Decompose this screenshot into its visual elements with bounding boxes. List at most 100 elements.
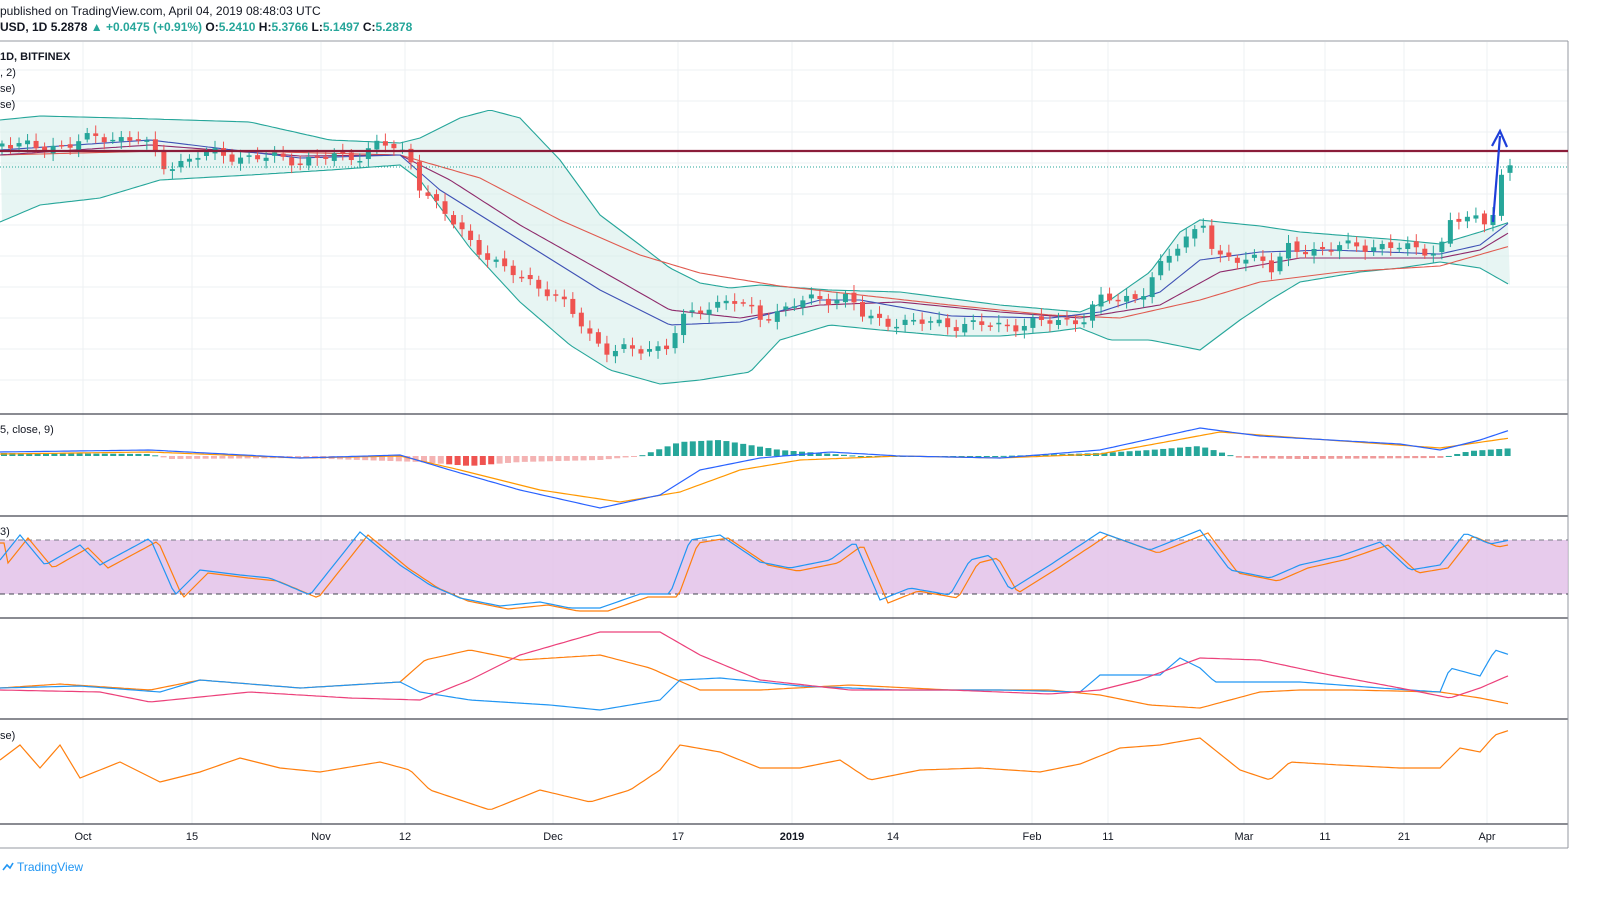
macd-histogram-bar (1151, 449, 1158, 456)
grid (0, 42, 1568, 824)
candle-body (859, 302, 865, 317)
x-tick-label: Feb (1023, 831, 1042, 843)
candle-body (1115, 299, 1121, 302)
macd-label: 5, close, 9) (0, 424, 54, 436)
candle-body (1430, 253, 1436, 256)
tradingview-logo[interactable]: TradingView (2, 860, 83, 874)
macd-histogram-bar (790, 451, 797, 456)
x-tick-label: 11 (1102, 831, 1113, 843)
macd-histogram-bar (1210, 450, 1217, 456)
candle-body (1226, 252, 1232, 257)
macd-histogram-bar (395, 456, 402, 462)
macd-histogram-bar (143, 453, 150, 456)
candle-body (681, 313, 687, 336)
macd-histogram-bar (1496, 449, 1503, 456)
macd-histogram-bar (110, 453, 117, 456)
candle-body (323, 156, 329, 159)
candle-body (451, 215, 457, 225)
macd-histogram-bar (639, 455, 646, 457)
candle-body (238, 157, 244, 164)
candle-body (135, 139, 141, 141)
macd-histogram-bar (387, 456, 394, 462)
candle-body (1200, 225, 1206, 228)
main-price-pane[interactable] (0, 109, 1568, 385)
stochastic-pane[interactable] (0, 529, 1568, 612)
candle-body (365, 148, 371, 160)
macd-histogram-bar (1168, 448, 1175, 456)
macd-histogram-bar (1319, 456, 1326, 459)
macd-histogram-bar (219, 456, 226, 459)
candle-body (1277, 256, 1283, 272)
macd-histogram-bar (1118, 451, 1125, 456)
macd-histogram-bar (1378, 456, 1385, 459)
candle-body (1234, 257, 1240, 263)
candle-body (1251, 254, 1257, 258)
macd-histogram-bar (1345, 456, 1351, 459)
macd-histogram-bar (303, 456, 310, 459)
candle-body (1413, 241, 1419, 248)
macd-histogram-bar (17, 453, 24, 456)
macd-histogram-bar (421, 456, 427, 463)
rsi-pane[interactable] (0, 730, 1509, 810)
dmi-pane[interactable] (0, 631, 1509, 711)
macd-histogram-bar (1471, 450, 1477, 456)
macd-histogram-bar (1244, 456, 1251, 459)
candle-body (1439, 241, 1445, 253)
candle-body (1447, 220, 1453, 244)
candle-body (842, 293, 848, 303)
macd-histogram-bar (412, 456, 419, 462)
macd-histogram-bar (664, 446, 671, 456)
candle-body (1047, 320, 1053, 324)
candle-body (621, 344, 627, 349)
macd-histogram-bar (1269, 456, 1276, 459)
macd-histogram-bar (446, 456, 453, 465)
candle-body (374, 140, 380, 150)
annotation-arrow-head (1491, 128, 1509, 148)
macd-histogram-bar (202, 456, 209, 459)
x-tick-label: Mar (1235, 831, 1254, 843)
macd-histogram-bar (211, 456, 217, 459)
change-arrow: ▲ (90, 20, 103, 34)
macd-histogram-bar (547, 456, 553, 462)
macd-histogram-bar (345, 456, 352, 460)
macd-histogram-bar (1261, 456, 1267, 459)
candle-body (1141, 296, 1147, 300)
candle-body (902, 319, 908, 325)
candle-body (1337, 245, 1343, 252)
main-indicator-label-2: se) (0, 83, 16, 95)
candle-body (280, 153, 286, 157)
high-label: H: (258, 20, 272, 34)
macd-histogram-bar (488, 456, 495, 465)
change-value: +0.0475 (+0.91%) (105, 20, 203, 34)
macd-histogram-bar (572, 456, 579, 461)
candle-body (306, 156, 312, 166)
x-tick-label: Nov (311, 831, 331, 843)
macd-histogram-bar (68, 453, 75, 456)
candle-body (476, 240, 482, 255)
macd-histogram-bar (1000, 455, 1007, 457)
candle-body (1507, 165, 1513, 173)
macd-histogram-bar (748, 445, 755, 456)
macd-histogram-bar (521, 456, 528, 462)
candle-body (612, 350, 618, 357)
candle-body (1030, 317, 1036, 328)
macd-histogram-bar (605, 456, 612, 460)
candle-body (1320, 246, 1326, 250)
main-exchange-label: 1D, BITFINEX (0, 51, 71, 63)
macd-histogram-bar (370, 456, 377, 461)
macd-histogram-bar (681, 441, 688, 456)
candle-body (919, 319, 925, 324)
candle-body (1362, 245, 1368, 252)
candle-body (1260, 256, 1266, 261)
macd-histogram-bar (496, 456, 503, 464)
candle-body (1124, 295, 1130, 302)
candle-body (76, 141, 82, 150)
macd-histogram-bar (589, 456, 595, 461)
macd-histogram-bar (194, 456, 201, 459)
macd-pane[interactable] (0, 427, 1511, 509)
rsi-label: se) (0, 730, 16, 742)
macd-histogram-bar (538, 456, 545, 462)
x-tick-label: 17 (672, 831, 684, 843)
candle-body (825, 298, 831, 305)
